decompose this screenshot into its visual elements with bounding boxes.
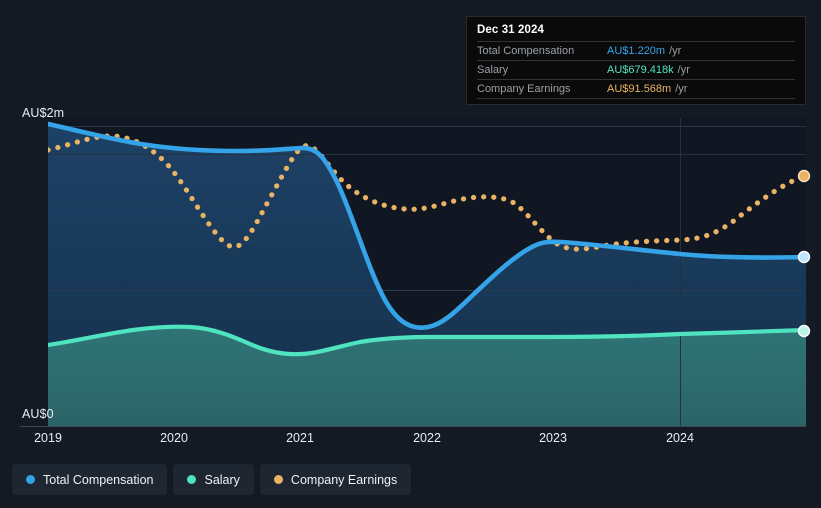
- salary-line: [48, 324, 806, 357]
- tooltip-row-salary: Salary AU$679.418k/yr: [477, 60, 795, 80]
- chart-legend: Total Compensation Salary Company Earnin…: [12, 464, 412, 495]
- salary-endpoint: [797, 324, 811, 338]
- tooltip-row-total-compensation: Total Compensation AU$1.220m/yr: [477, 41, 795, 61]
- tooltip-table: Total Compensation AU$1.220m/yr Salary A…: [477, 41, 795, 99]
- legend-dot-icon-company-earnings: [273, 475, 283, 484]
- legend-label-company-earnings: Company Earnings: [290, 472, 398, 487]
- x-axis-tick-2024: 2024: [666, 431, 694, 445]
- tooltip-row-company-earnings: Company Earnings AU$91.568m/yr: [477, 79, 795, 99]
- tooltip-value-total-compensation: AU$1.220m/yr: [607, 42, 795, 61]
- legend-item-company-earnings[interactable]: Company Earnings: [259, 464, 412, 495]
- tooltip-label-total-compensation: Total Compensation: [477, 45, 575, 57]
- tooltip-value-company-earnings: AU$91.568m/yr: [607, 80, 795, 99]
- tooltip-amount-total-compensation: AU$1.220m: [607, 45, 666, 57]
- x-axis-tick-2021: 2021: [286, 431, 314, 445]
- tooltip-amount-company-earnings: AU$91.568m: [607, 83, 672, 95]
- tooltip-label-salary: Salary: [477, 64, 509, 76]
- legend-dot-icon-salary: [187, 475, 197, 484]
- y-axis-label-bottom: AU$0: [22, 407, 54, 421]
- legend-label-salary: Salary: [204, 472, 240, 487]
- tooltip-unit-total-compensation: /yr: [669, 45, 682, 57]
- chart-tooltip: Dec 31 2024 Total Compensation AU$1.220m…: [466, 16, 806, 105]
- x-axis-tick-2023: 2023: [539, 431, 567, 445]
- y-axis-label-top: AU$2m: [22, 106, 65, 120]
- legend-item-total-compensation[interactable]: Total Compensation: [12, 464, 168, 495]
- tooltip-unit-company-earnings: /yr: [675, 83, 688, 95]
- tooltip-value-salary: AU$679.418k/yr: [607, 61, 795, 80]
- legend-label-total-compensation: Total Compensation: [43, 472, 154, 487]
- chart-canvas: [20, 118, 811, 427]
- company-earnings-endpoint: [797, 169, 811, 183]
- x-axis-tick-2022: 2022: [413, 431, 441, 445]
- tooltip-label-company-earnings: Company Earnings: [477, 83, 571, 95]
- total-compensation-line: [48, 121, 806, 330]
- x-axis-tick-2020: 2020: [160, 431, 188, 445]
- salary-area: [48, 326, 806, 426]
- chart-area: AU$2m AU$0 2019 2020 2021 2022 2023 2024: [20, 106, 811, 445]
- legend-item-salary[interactable]: Salary: [173, 464, 254, 495]
- legend-dot-icon-total-compensation: [26, 475, 35, 484]
- tooltip-unit-salary: /yr: [677, 64, 690, 76]
- total-compensation-endpoint: [797, 250, 811, 264]
- tooltip-amount-salary: AU$679.418k: [607, 64, 674, 76]
- tooltip-date: Dec 31 2024: [477, 24, 544, 36]
- gridlines-horizontal: [48, 126, 806, 291]
- company-earnings-line: [48, 133, 806, 252]
- x-axis-tick-2019: 2019: [34, 431, 62, 445]
